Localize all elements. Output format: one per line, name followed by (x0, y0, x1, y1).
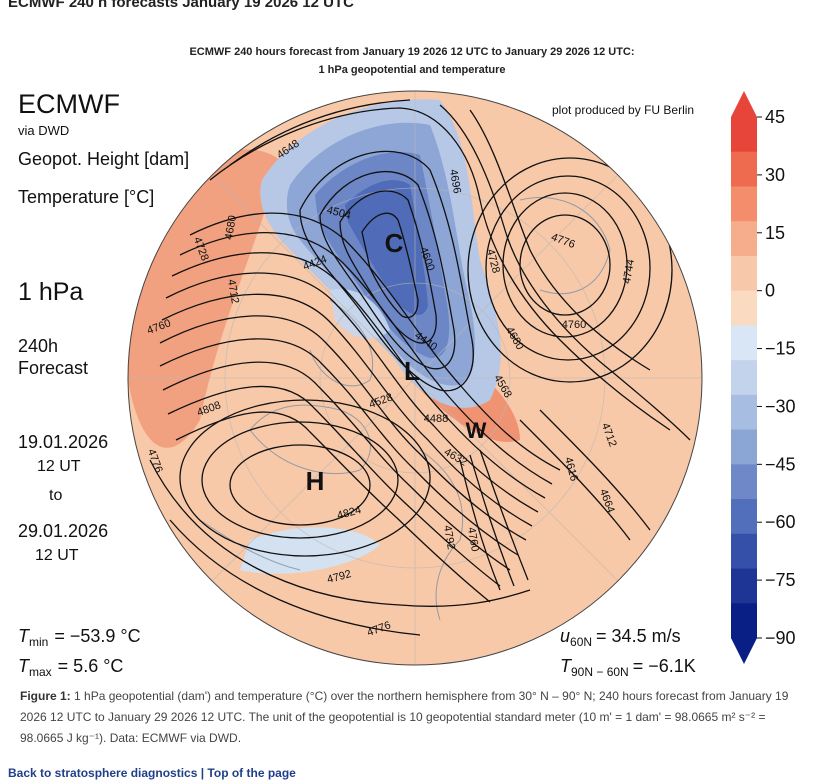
contour-label: 4792 (441, 524, 457, 550)
back-link[interactable]: Back to stratosphere diagnostics (8, 766, 198, 780)
colorbar-segment (731, 117, 757, 153)
top-link[interactable]: Top of the page (207, 766, 296, 780)
colorbar-segment (731, 255, 757, 292)
temp-gradient-stat: T90N − 60N = −6.1K (560, 656, 696, 679)
brand-label: ECMWF (18, 89, 120, 119)
lead-label: Forecast (18, 358, 88, 378)
time-from: 12 UT (37, 458, 81, 475)
contour-label: 4760 (562, 319, 586, 331)
contour-label: 4744 (621, 258, 637, 284)
figure-caption: Figure 1: 1 hPa geopotential (dam') and … (20, 686, 800, 749)
level-label: 1 hPa (18, 278, 83, 306)
variable-label: Temperature [°C] (18, 187, 154, 207)
colorbar-tick-label: 15 (765, 223, 785, 243)
footer-links: Back to stratosphere diagnostics | Top o… (8, 766, 296, 780)
colorbar-segment (731, 221, 757, 257)
figure-title: ECMWF 240 hours forecast from January 19… (189, 46, 634, 58)
cold-center-marker: C (385, 228, 404, 258)
contour-label: 4488 (424, 413, 448, 425)
contour-label: 4712 (225, 278, 241, 304)
caption-label: Figure 1: (20, 689, 71, 703)
credit-label: plot produced by FU Berlin (552, 103, 694, 117)
colorbar-segment (731, 429, 757, 465)
date-to: 29.01.2026 (18, 521, 108, 541)
left-info-panel: ECMWF via DWD Geopot. Height [dam] Tempe… (18, 89, 189, 564)
variable-label: Geopot. Height [dam] (18, 149, 189, 169)
link-separator: | (197, 766, 208, 780)
colorbar-extend-max (731, 91, 757, 117)
colorbar-tick-label: −45 (765, 454, 796, 474)
contour-label: 4680 (223, 214, 239, 240)
colorbar-segment (731, 394, 757, 431)
colorbar-segment (731, 499, 757, 535)
colorbar-segment (731, 568, 757, 604)
colorbar-tick-label: 30 (765, 165, 785, 185)
colorbar-tick-label: −60 (765, 512, 796, 532)
colorbar-segment (731, 360, 757, 396)
colorbar-tick-label: −75 (765, 570, 796, 590)
temperature-colorbar: 45 30 15 0 −15 −30 −45 −60 −75 −90 (731, 91, 796, 664)
date-from: 19.01.2026 (18, 432, 108, 452)
via-label: via DWD (18, 123, 69, 138)
u60n-stat: u60N = 34.5 m/s (560, 626, 681, 649)
high-marker: H (306, 466, 325, 496)
tmin-stat: Tmin = −53.9 °C (18, 626, 141, 649)
colorbar-segment (731, 151, 757, 187)
colorbar-tick-label: −90 (765, 628, 796, 648)
colorbar-tick-label: 0 (765, 281, 775, 301)
polar-map: 4648 4504 4424 4680 4728 4712 4760 4808 … (128, 91, 702, 665)
colorbar-segment (731, 533, 757, 570)
colorbar-segment (731, 464, 757, 500)
colorbar-segment (731, 325, 757, 361)
to-label: to (49, 487, 62, 504)
contour-label: 4760 (465, 526, 481, 552)
contour-label: 4696 (447, 168, 463, 194)
colorbar-segment (731, 603, 757, 639)
low-marker: L (404, 356, 420, 386)
colorbar-segment (731, 290, 757, 326)
figure-subtitle: 1 hPa geopotential and temperature (318, 64, 505, 76)
tmax-stat: Tmax = 5.6 °C (18, 656, 123, 679)
lead-label: 240h (18, 336, 58, 356)
colorbar-tick-label: 45 (765, 107, 785, 127)
colorbar-segment (731, 186, 757, 222)
colorbar-extend-min (731, 638, 757, 664)
colorbar-tick-label: −30 (765, 396, 796, 416)
page-title: ECMWF 240 h forecasts January 19 2026 12… (8, 0, 354, 11)
caption-text: 1 hPa geopotential (dam') and temperatur… (20, 689, 789, 745)
warm-center-marker: W (466, 418, 487, 443)
colorbar-tick-label: −15 (765, 339, 796, 359)
time-to: 12 UT (35, 547, 79, 564)
stats-panel: Tmin = −53.9 °C Tmax = 5.6 °C u60N = 34.5 m… (18, 626, 696, 679)
forecast-figure: ECMWF 240 hours forecast from January 19… (18, 46, 796, 679)
